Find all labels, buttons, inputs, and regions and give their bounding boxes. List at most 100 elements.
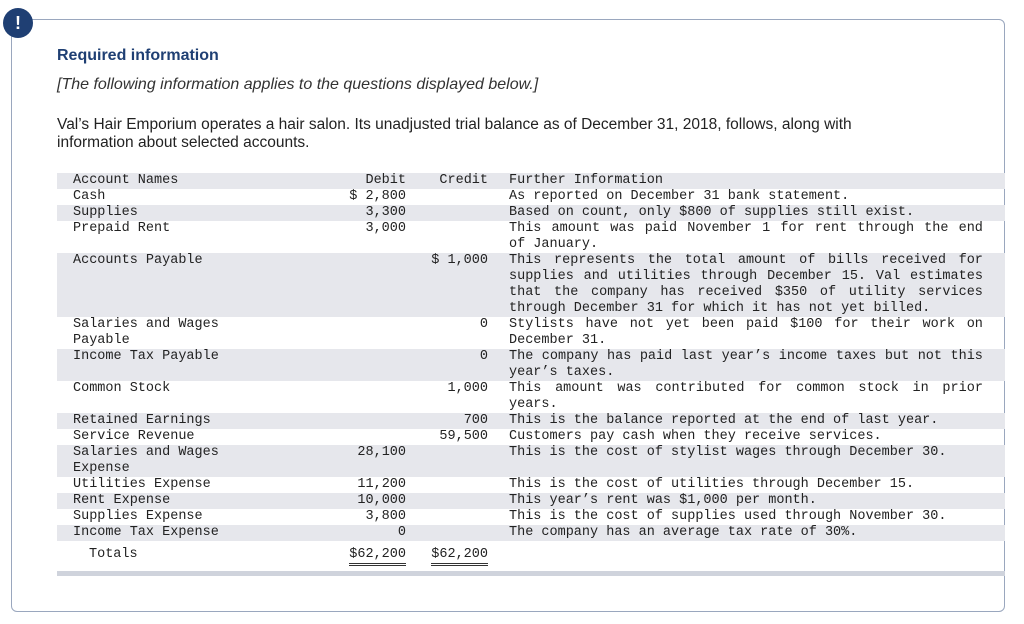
- further-information: The company has paid last year’s income …: [509, 349, 983, 380]
- credit-amount-cell: [416, 525, 496, 541]
- further-information-cell: This amount was contributed for common s…: [496, 381, 1005, 413]
- further-information: This is the cost of utilities through De…: [509, 477, 915, 492]
- further-information-cell: Stylists have not yet been paid $100 for…: [496, 317, 1005, 349]
- panel-title: Required information: [57, 47, 219, 64]
- account-row: Cash $ 2,800 As reported on December 31 ba…: [57, 189, 1005, 205]
- account-name-cell: Rent Expense: [57, 493, 331, 509]
- debit-amount-cell: [331, 253, 416, 317]
- account-name: Common Stock: [73, 381, 171, 396]
- further-information-cell: As reported on December 31 bank statemen…: [496, 189, 1005, 205]
- alert-icon: !: [3, 8, 33, 38]
- credit-amount-cell: [416, 189, 496, 205]
- debit-amount-cell: 3,800: [331, 509, 416, 525]
- further-information: This year’s rent was $1,000 per month.: [509, 493, 817, 508]
- debit-amount: 3,000: [365, 221, 406, 236]
- account-name-cell: Supplies: [57, 205, 331, 221]
- account-name: Income Tax Payable: [73, 349, 219, 364]
- further-information-cell: Customers pay cash when they receive ser…: [496, 429, 1005, 445]
- account-row: Service Revenue 59,500 Customers pay cash …: [57, 429, 1005, 445]
- credit-amount-cell: 700: [416, 413, 496, 429]
- debit-amount: $ 2,800: [349, 189, 406, 204]
- debit-amount-cell: 3,300: [331, 205, 416, 221]
- account-name-cell: Common Stock: [57, 381, 331, 413]
- account-row: Salaries and Wages Payable 0 Stylists have…: [57, 317, 1005, 349]
- credit-amount: $ 1,000: [431, 253, 488, 268]
- empty-cell: [496, 541, 1005, 563]
- account-name: Prepaid Rent: [73, 221, 171, 236]
- column-header: Further Information: [509, 173, 663, 188]
- intro-text: Val’s Hair Emporium operates a hair salo…: [57, 116, 852, 151]
- credit-amount-cell: $ 1,000: [416, 253, 496, 317]
- further-information: This is the cost of supplies used throug…: [509, 509, 947, 524]
- account-name: Rent Expense: [73, 493, 171, 508]
- credit-amount-cell: [416, 477, 496, 493]
- debit-amount-cell: [331, 413, 416, 429]
- further-information: As reported on December 31 bank statemen…: [509, 189, 850, 204]
- further-information-cell: This is the balance reported at the end …: [496, 413, 1005, 429]
- account-row: Salaries and Wages Expense 28,100 This is …: [57, 445, 1005, 477]
- account-name-cell: Service Revenue: [57, 429, 331, 445]
- debit-amount: 3,800: [365, 509, 406, 524]
- account-name: Supplies Expense: [73, 509, 203, 524]
- debit-amount-cell: 0: [331, 525, 416, 541]
- debit-amount-cell: [331, 381, 416, 413]
- column-header-cell: Further Information: [496, 173, 1005, 189]
- column-header-cell: Account Names: [57, 173, 331, 189]
- account-row: Income Tax Expense 0 The company has an av…: [57, 525, 1005, 541]
- further-information: This amount was contributed for common s…: [509, 381, 983, 412]
- totals-label: Totals: [89, 547, 138, 562]
- debit-amount-cell: [331, 349, 416, 381]
- debit-amount: 28,100: [357, 445, 406, 460]
- account-name-cell: Cash: [57, 189, 331, 205]
- further-information-cell: The company has paid last year’s income …: [496, 349, 1005, 381]
- total-credit-cell: $62,200: [416, 541, 496, 566]
- account-row: Utilities Expense 11,200 This is the cost …: [57, 477, 1005, 493]
- credit-amount-cell: 0: [416, 317, 496, 349]
- account-name: Utilities Expense: [73, 477, 211, 492]
- column-header-cell: Credit: [416, 173, 496, 189]
- table-footer-bar: [57, 571, 1005, 576]
- column-header: Debit: [365, 173, 406, 188]
- account-row: Income Tax Payable 0 The company has paid …: [57, 349, 1005, 381]
- account-row: Common Stock 1,000 This amount was contrib…: [57, 381, 1005, 413]
- further-information: This amount was paid November 1 for rent…: [509, 221, 983, 252]
- debit-amount-cell: 28,100: [331, 445, 416, 477]
- credit-amount-cell: [416, 221, 496, 253]
- account-row: Accounts Payable $ 1,000 This represents t…: [57, 253, 1005, 317]
- debit-amount: 0: [397, 525, 406, 540]
- account-name-cell: Income Tax Payable: [57, 349, 331, 381]
- info-panel: Required information [The following info…: [11, 19, 1005, 612]
- credit-amount-cell: [416, 445, 496, 477]
- account-name-cell: Retained Earnings: [57, 413, 331, 429]
- further-information-cell: This is the cost of supplies used throug…: [496, 509, 1005, 525]
- debit-amount: 10,000: [357, 493, 406, 508]
- account-name-cell: Accounts Payable: [57, 253, 331, 317]
- further-information-cell: This year’s rent was $1,000 per month.: [496, 493, 1005, 509]
- account-name-cell: Utilities Expense: [57, 477, 331, 493]
- account-name: Supplies: [73, 205, 138, 220]
- debit-amount-cell: $ 2,800: [331, 189, 416, 205]
- debit-amount-cell: [331, 317, 416, 349]
- account-name: Salaries and Wages Payable: [73, 317, 219, 348]
- credit-amount: 1,000: [447, 381, 488, 396]
- further-information: Stylists have not yet been paid $100 for…: [509, 317, 983, 348]
- account-name-cell: Salaries and Wages Expense: [57, 445, 331, 477]
- further-information: This is the cost of stylist wages throug…: [509, 445, 947, 460]
- further-information: The company has an average tax rate of 3…: [509, 525, 858, 540]
- header-row: Account Names Debit Credit Further Informat…: [57, 173, 1005, 189]
- credit-amount-cell: 59,500: [416, 429, 496, 445]
- credit-amount: 59,500: [439, 429, 488, 444]
- credit-amount: 700: [463, 413, 488, 428]
- account-name-cell: Salaries and Wages Payable: [57, 317, 331, 349]
- credit-amount-cell: 0: [416, 349, 496, 381]
- panel-note: [The following information applies to th…: [57, 76, 539, 93]
- total-debit: $62,200: [349, 547, 406, 566]
- further-information: Based on count, only $800 of supplies st…: [509, 205, 915, 220]
- debit-amount-cell: 10,000: [331, 493, 416, 509]
- debit-amount-cell: [331, 429, 416, 445]
- totals-label-cell: Totals: [57, 541, 331, 563]
- column-header: Account Names: [73, 173, 179, 188]
- credit-amount-cell: 1,000: [416, 381, 496, 413]
- totals-row: Totals $62,200 $62,200: [57, 541, 1005, 566]
- debit-amount-cell: 11,200: [331, 477, 416, 493]
